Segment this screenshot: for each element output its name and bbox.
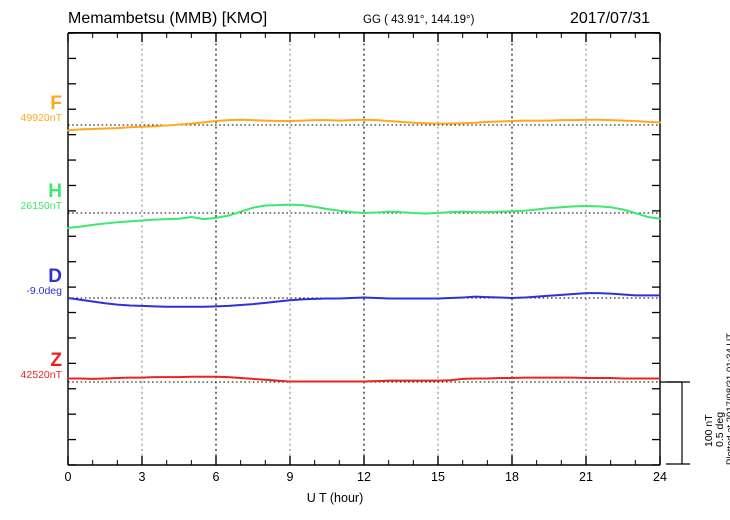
x-tick-label: 18 bbox=[505, 470, 519, 484]
x-tick-label: 3 bbox=[138, 470, 146, 484]
x-tick-label: 24 bbox=[653, 470, 667, 484]
grid-layer bbox=[141, 33, 587, 465]
component-letter-z: Z bbox=[50, 350, 62, 371]
x-tick-label: 6 bbox=[212, 470, 220, 484]
component-letter-h: H bbox=[48, 181, 62, 202]
component-label-z: Z 42520nT bbox=[0, 351, 62, 381]
x-axis-title-text: U T (hour) bbox=[306, 491, 364, 505]
geographic-coordinates: GG ( 43.91°, 144.19°) bbox=[363, 14, 475, 26]
component-letter-f: F bbox=[50, 93, 62, 114]
trace-layer bbox=[67, 118, 661, 383]
x-axis-title: U T (hour) bbox=[0, 491, 730, 505]
component-label-d: D -9.0deg bbox=[0, 267, 62, 297]
component-label-h: H 26150nT bbox=[0, 182, 62, 212]
component-baseline-h: 26150nT bbox=[20, 200, 62, 212]
x-tick-label: 21 bbox=[579, 470, 593, 484]
component-baseline-d: -9.0deg bbox=[26, 285, 62, 297]
component-baseline-z: 42520nT bbox=[20, 369, 62, 381]
x-tick-label: 12 bbox=[357, 470, 371, 484]
component-letter-d: D bbox=[48, 266, 62, 287]
plot-frame bbox=[67, 32, 661, 466]
component-baseline-f: 49920nT bbox=[20, 112, 62, 124]
x-tick-label: 0 bbox=[64, 470, 72, 484]
x-tick-label: 15 bbox=[431, 470, 445, 484]
x-tick-label: 9 bbox=[286, 470, 294, 484]
observation-date: 2017/07/31 bbox=[570, 10, 651, 27]
scale-bar bbox=[660, 381, 690, 465]
plotted-at-timestamp: Plotted at 2017/08/31 01:34 UT bbox=[725, 332, 730, 465]
component-label-f: F 49920nT bbox=[0, 94, 62, 124]
page-title: Memambetsu (MMB) [KMO] bbox=[68, 10, 268, 27]
